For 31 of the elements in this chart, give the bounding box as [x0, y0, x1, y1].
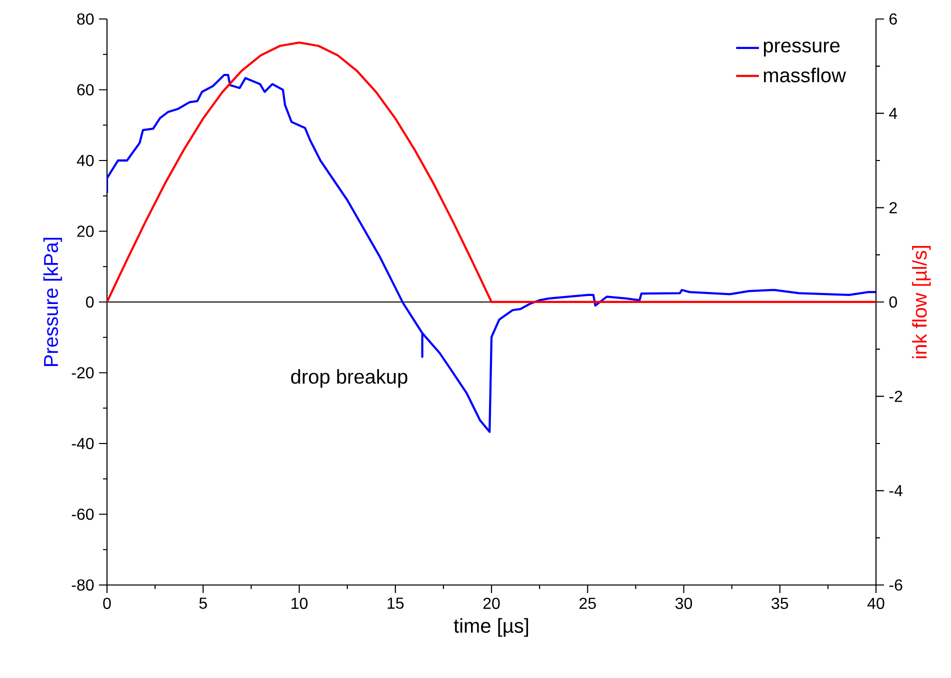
y-tick-label: -60	[72, 508, 94, 520]
y-tick-label: 60	[77, 84, 94, 96]
x-tick-label: 15	[388, 598, 404, 609]
x-tick-label: 20	[483, 598, 500, 610]
y-tick-label: 0	[86, 296, 94, 308]
y2-axis-title: ink flow [µl/s]	[912, 246, 931, 358]
x-tick-label: 35	[772, 598, 788, 610]
y2-tick-label: 2	[890, 202, 897, 214]
y2-tick-label: 0	[889, 296, 897, 308]
x-tick-label: 25	[580, 598, 596, 610]
x-tick-label: 40	[867, 598, 884, 610]
annotation: drop breakup	[291, 369, 408, 388]
x-tick-label: 5	[199, 598, 207, 609]
x-tick-label: 30	[675, 598, 692, 610]
x-axis-title: time [µs]	[454, 618, 528, 637]
x-tick-label: 10	[292, 598, 308, 610]
y2-tick-label: -4	[889, 485, 902, 496]
legend-label: massflow	[764, 68, 846, 82]
y-axis-title: Pressure [kPa]	[43, 238, 62, 366]
y-tick-label: 80	[77, 13, 94, 25]
y-tick-label: 40	[76, 154, 94, 166]
y-tick-label: -80	[72, 579, 94, 591]
y2-tick-label: 6	[890, 13, 897, 25]
legend-label: pressure	[764, 42, 840, 56]
y-tick-label: -40	[72, 438, 94, 450]
y2-tick-label: -2	[889, 390, 902, 402]
y2-tick-label: -6	[889, 579, 902, 591]
x-tick-label: 0	[103, 598, 111, 610]
y-tick-label: 20	[77, 226, 94, 237]
y-tick-label: -20	[72, 367, 94, 378]
y2-tick-label: 4	[889, 108, 898, 119]
